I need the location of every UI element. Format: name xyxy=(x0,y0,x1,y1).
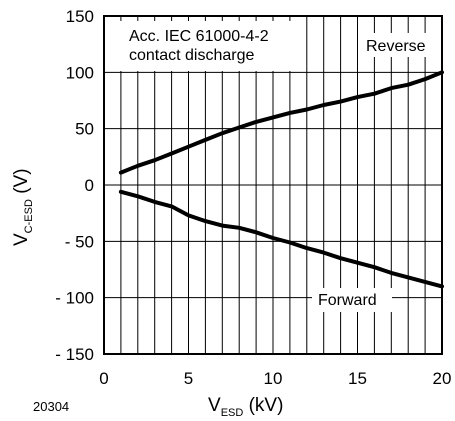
x-axis-title: VESD (kV) xyxy=(208,395,283,419)
reverse-label-backdrop xyxy=(358,33,440,57)
x-tick-labels: 0 5 10 15 20 xyxy=(99,369,451,388)
x-axis-title-sub: ESD xyxy=(221,407,244,419)
y-axis-title-main: V xyxy=(11,233,32,246)
y-tick-label: - 100 xyxy=(55,289,94,308)
y-axis-title: VC-ESD (V) xyxy=(11,168,35,246)
y-axis-title-unit: (V) xyxy=(11,168,32,199)
x-axis-title-main: V xyxy=(208,395,221,416)
x-axis-title-unit: (kV) xyxy=(243,395,283,416)
annotation-backdrop xyxy=(118,21,303,71)
y-tick-label: 50 xyxy=(75,120,94,139)
plot-frame xyxy=(103,15,443,355)
series-line-forward xyxy=(118,189,444,289)
x-tick-label: 0 xyxy=(99,369,108,388)
figure-id: 20304 xyxy=(33,399,69,414)
y-tick-label: - 50 xyxy=(65,232,94,251)
y-tick-labels: 150 100 50 0 - 50 - 100 - 150 xyxy=(55,7,94,364)
curves xyxy=(118,70,444,289)
y-tick-label: 150 xyxy=(66,7,94,26)
forward-label-backdrop xyxy=(312,288,392,312)
y-tick-label: 100 xyxy=(66,63,94,82)
x-tick-label: 10 xyxy=(264,369,283,388)
series-line-reverse xyxy=(118,70,444,175)
y-axis-title-sub: C-ESD xyxy=(23,199,35,233)
legend-label-forward: Forward xyxy=(318,292,377,309)
y-tick-label: - 150 xyxy=(55,345,94,364)
annotation-line-2: contact discharge xyxy=(129,47,255,64)
x-tick-label: 5 xyxy=(184,369,193,388)
x-tick-label: 20 xyxy=(433,369,452,388)
y-tick-label: 0 xyxy=(85,176,94,195)
x-tick-label: 15 xyxy=(348,369,367,388)
legend-label-reverse: Reverse xyxy=(366,38,426,55)
annotation-line-1: Acc. IEC 61000-4-2 xyxy=(129,28,269,45)
